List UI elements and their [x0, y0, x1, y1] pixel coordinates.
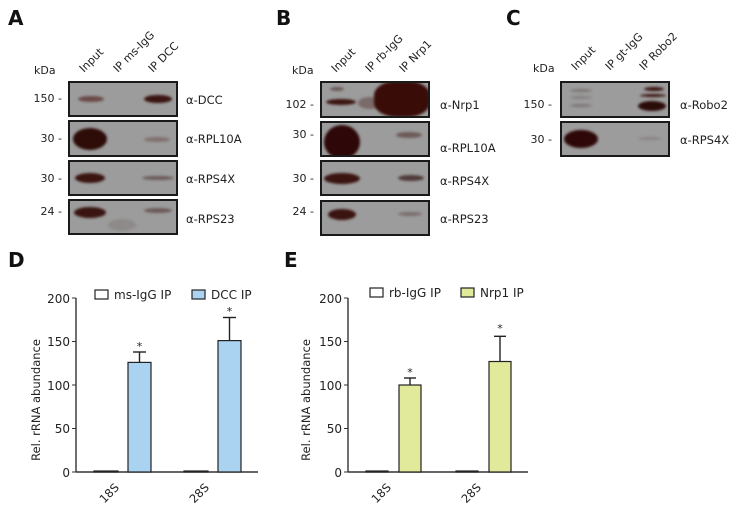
mw-marker: 150 - [33, 92, 62, 105]
legend-label: ms-IgG IP [114, 288, 171, 302]
bar-control-18s [93, 470, 119, 473]
western-blot-rps4x [320, 160, 430, 196]
significance-marker: * [407, 366, 413, 379]
svg-text:50: 50 [55, 422, 70, 436]
significance-marker: * [137, 340, 143, 353]
bar-chart-d: ms-IgG IP DCC IP Rel. rRNA abundance 200… [29, 288, 258, 506]
x-tick-label: 28S [458, 480, 483, 505]
antibody-label: α-RPL10A [186, 132, 242, 146]
svg-text:50: 50 [327, 422, 342, 436]
x-tick-label: 18S [368, 480, 393, 505]
kda-label-c: kDa [533, 62, 555, 75]
antibody-label: α-RPL10A [440, 141, 496, 155]
legend-label: DCC IP [211, 288, 252, 302]
y-axis-label: Rel. rRNA abundance [29, 339, 43, 461]
significance-marker: * [227, 305, 233, 318]
mw-marker: 24 - [292, 205, 314, 218]
panel-label-a: A [8, 6, 24, 30]
legend-swatch-control [94, 289, 109, 300]
legend: ms-IgG IP DCC IP [94, 288, 252, 302]
bar-dcc-18s [127, 361, 152, 473]
panel-label-d: D [8, 248, 25, 272]
mw-marker: 30 - [40, 172, 62, 185]
kda-label-b: kDa [292, 64, 314, 77]
antibody-label: α-Nrp1 [440, 98, 480, 112]
bar-nrp1-28s [488, 360, 512, 473]
lane-label: IP DCC [145, 39, 182, 75]
western-blot-rps23 [320, 200, 430, 236]
svg-text:200: 200 [47, 292, 70, 306]
western-blot-robo2 [560, 81, 670, 118]
svg-text:0: 0 [62, 466, 70, 480]
x-tick-label: 18S [96, 480, 121, 505]
panel-label-e: E [284, 248, 298, 272]
y-ticks: 200 150 100 50 0 [319, 292, 348, 480]
antibody-label: α-RPS4X [186, 172, 236, 186]
legend-label: Nrp1 IP [480, 286, 524, 300]
bar-control-28s [183, 470, 209, 473]
mw-marker: 150 - [523, 98, 552, 111]
western-blot-rpl10a [320, 121, 430, 157]
bar-dcc-28s [217, 339, 242, 473]
legend-swatch-nrp1 [460, 287, 475, 298]
svg-text:150: 150 [47, 335, 70, 349]
legend-label: rb-IgG IP [389, 286, 441, 300]
legend: rb-IgG IP Nrp1 IP [369, 286, 524, 300]
mw-marker: 30 - [292, 128, 314, 141]
antibody-label: α-RPS4X [680, 133, 730, 147]
svg-text:0: 0 [334, 466, 342, 480]
legend-swatch-control [369, 287, 384, 298]
antibody-label: α-RPS23 [440, 212, 489, 226]
mw-marker: 30 - [292, 172, 314, 185]
significance-marker: * [497, 322, 503, 335]
svg-text:200: 200 [319, 292, 342, 306]
lane-label: Input [568, 43, 599, 73]
western-blot-rps4x [560, 121, 670, 157]
western-blot-nrp1 [320, 81, 430, 118]
bar-nrp1-18s [398, 384, 422, 473]
mw-marker: 24 - [40, 205, 62, 218]
kda-label-a: kDa [34, 64, 56, 77]
lane-label: Input [328, 45, 359, 75]
panel-label-b: B [276, 6, 292, 30]
y-ticks: 200 150 100 50 0 [47, 292, 76, 480]
western-blot-rps23 [68, 199, 178, 235]
svg-text:100: 100 [319, 379, 342, 393]
bar-control-28s [455, 470, 479, 473]
bar-control-18s [365, 470, 389, 473]
lane-label: Input [76, 45, 107, 75]
antibody-label: α-RPS4X [440, 174, 490, 188]
mw-marker: 102 - [285, 98, 314, 111]
legend-swatch-dcc [191, 289, 206, 300]
mw-marker: 30 - [40, 132, 62, 145]
antibody-label: α-Robo2 [680, 98, 728, 112]
panel-label-c: C [506, 6, 521, 30]
mw-marker: 30 - [530, 133, 552, 146]
svg-text:100: 100 [47, 379, 70, 393]
western-blot-rpl10a [68, 120, 178, 157]
western-blot-dcc [68, 81, 178, 117]
x-tick-label: 28S [186, 480, 211, 505]
y-axis-label: Rel. rRNA abundance [299, 339, 313, 461]
western-blot-rps4x [68, 160, 178, 196]
bar-chart-e: rb-IgG IP Nrp1 IP Rel. rRNA abundance 20… [299, 286, 528, 506]
antibody-label: α-DCC [186, 93, 223, 107]
antibody-label: α-RPS23 [186, 212, 235, 226]
svg-text:150: 150 [319, 335, 342, 349]
